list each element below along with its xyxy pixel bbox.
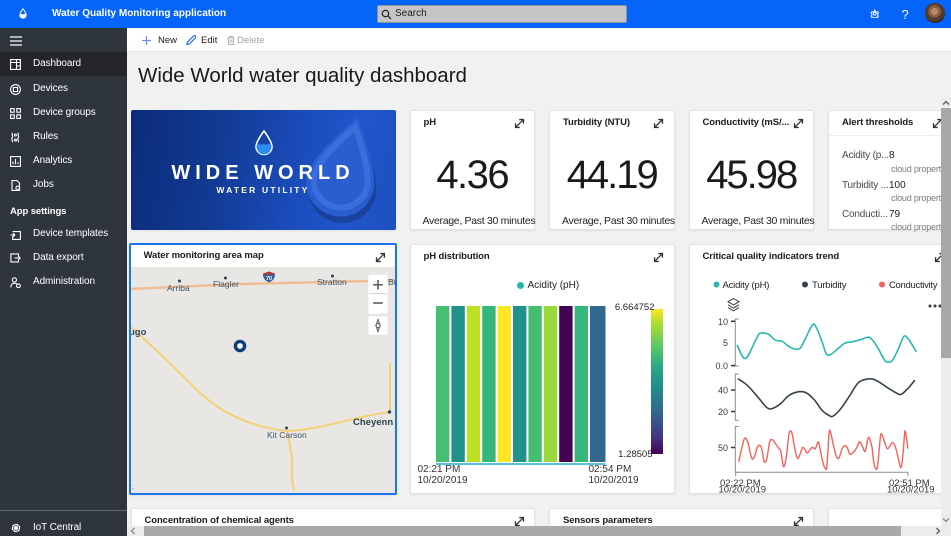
svg-text:Stratton: Stratton (317, 277, 347, 287)
svg-text:02:22 PM: 02:22 PM (720, 478, 761, 489)
svg-text:Arriba: Arriba (167, 283, 190, 293)
svg-text:Flagler: Flagler (213, 279, 239, 289)
svg-text:02:51 PM: 02:51 PM (889, 478, 930, 489)
svg-text:Bu: Bu (388, 277, 395, 287)
svg-text:Kit Carson: Kit Carson (267, 430, 307, 440)
svg-text:10: 10 (717, 317, 727, 327)
svg-text:ugo: ugo (131, 327, 147, 338)
svg-text:Cheyenn: Cheyenn (353, 417, 393, 428)
svg-text:70: 70 (265, 276, 271, 282)
svg-text:50: 50 (717, 443, 727, 453)
svg-text:10/20/2019: 10/20/2019 (718, 485, 766, 495)
svg-text:10/20/2019: 10/20/2019 (887, 485, 935, 495)
svg-text:;: ; (132, 485, 134, 491)
svg-text:Acidity (pH): Acidity (pH) (722, 280, 769, 291)
svg-text:5: 5 (722, 338, 727, 348)
svg-text:40: 40 (717, 386, 727, 396)
svg-text:0.0: 0.0 (715, 361, 728, 371)
svg-text:Turbidity: Turbidity (812, 280, 847, 291)
svg-text:Conductivity: Conductivity (889, 280, 938, 291)
svg-text:20: 20 (717, 407, 727, 417)
